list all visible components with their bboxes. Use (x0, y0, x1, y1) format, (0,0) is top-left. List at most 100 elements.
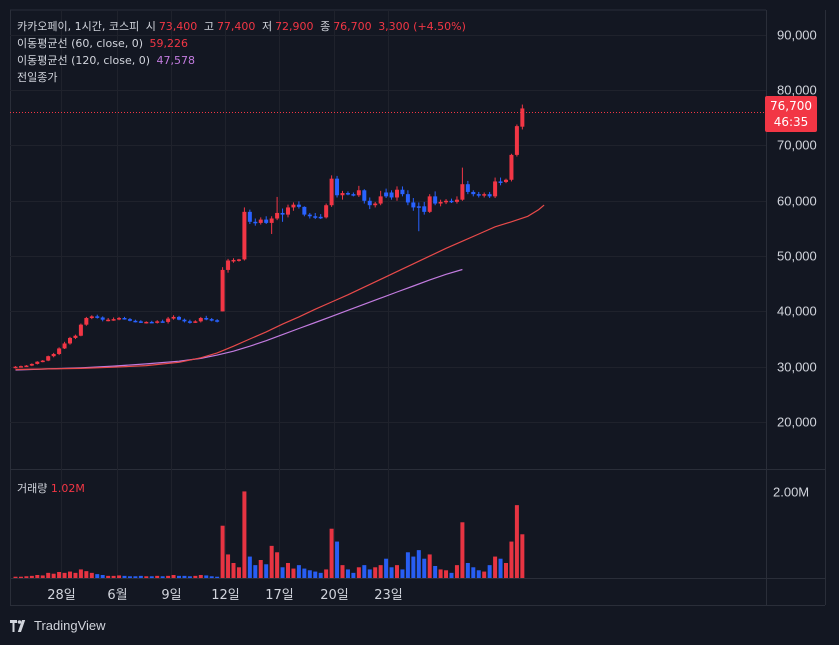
candle-body[interactable] (454, 199, 459, 202)
candle-body[interactable] (144, 321, 149, 324)
candle-body[interactable] (89, 316, 94, 319)
candle-body[interactable] (460, 184, 465, 200)
candle-body[interactable] (111, 319, 116, 321)
candle-body[interactable] (340, 193, 345, 196)
candle-body[interactable] (286, 207, 290, 215)
candle-body[interactable] (389, 192, 394, 198)
candle-body[interactable] (471, 191, 476, 195)
candle-body[interactable] (236, 259, 241, 261)
candle-body[interactable] (155, 321, 160, 323)
candle-body[interactable] (117, 318, 122, 320)
candle-body[interactable] (198, 318, 203, 322)
candle-body[interactable] (46, 356, 51, 361)
candle-body[interactable] (514, 126, 519, 155)
candle-body[interactable] (345, 193, 350, 195)
candle-body[interactable] (422, 206, 427, 212)
candle-body[interactable] (209, 319, 214, 321)
candle-body[interactable] (504, 179, 508, 182)
candle-body[interactable] (487, 194, 492, 197)
candle-body[interactable] (29, 363, 34, 366)
candle-body[interactable] (62, 343, 67, 349)
candle-body[interactable] (395, 189, 399, 198)
candle-body[interactable] (24, 365, 29, 368)
candle-body[interactable] (411, 202, 416, 208)
candle-body[interactable] (269, 218, 274, 223)
candle-body[interactable] (253, 221, 258, 224)
candle-body[interactable] (318, 216, 323, 219)
candle-body[interactable] (476, 194, 481, 196)
candle-body[interactable] (247, 211, 252, 222)
ma60-line[interactable] (15, 204, 545, 371)
candle-body[interactable] (313, 216, 318, 218)
candle-body[interactable] (329, 178, 334, 206)
candle-body[interactable] (215, 320, 220, 322)
candle-body[interactable] (296, 204, 301, 207)
candle-body[interactable] (73, 335, 78, 338)
ma120-line[interactable] (15, 268, 463, 371)
candle-body[interactable] (138, 321, 143, 323)
candle-body[interactable] (324, 205, 329, 218)
candle-body[interactable] (133, 320, 138, 323)
candle-body[interactable] (57, 348, 62, 354)
candle-body[interactable] (242, 211, 247, 260)
candle-body[interactable] (405, 194, 410, 203)
ma60-legend[interactable]: 이동평균선 (60, close, 0) 59,226 (17, 37, 191, 51)
candle-body[interactable] (438, 201, 443, 204)
candle-body[interactable] (498, 181, 503, 183)
candle-body[interactable] (182, 319, 187, 322)
candle-body[interactable] (84, 318, 89, 325)
candle-body[interactable] (226, 260, 231, 270)
candle-body[interactable] (78, 324, 83, 336)
candle-body[interactable] (204, 318, 209, 320)
candle-body[interactable] (18, 366, 23, 368)
candle-body[interactable] (509, 154, 514, 180)
candle-body[interactable] (280, 212, 285, 215)
candle-body[interactable] (378, 196, 383, 204)
candle-body[interactable] (258, 219, 263, 223)
candle-body[interactable] (449, 200, 454, 203)
candle-body[interactable] (433, 196, 438, 204)
candle-body[interactable] (100, 317, 105, 320)
candle-body[interactable] (362, 190, 367, 201)
candle-body[interactable] (220, 269, 225, 312)
candle-body[interactable] (335, 178, 340, 196)
candle-body[interactable] (275, 212, 280, 219)
candle-body[interactable] (351, 194, 356, 196)
candle-body[interactable] (40, 360, 45, 363)
ma120-legend[interactable]: 이동평균선 (120, close, 0) 47,578 (17, 54, 198, 68)
candle-body[interactable] (95, 316, 100, 318)
candle-body[interactable] (35, 361, 40, 364)
candle-body[interactable] (384, 192, 389, 197)
prev-close-legend[interactable]: 전일종가 (17, 71, 60, 85)
candle-body[interactable] (373, 203, 378, 206)
tradingview-logo[interactable]: TradingView (10, 618, 106, 633)
candle-body[interactable] (400, 189, 405, 195)
candle-body[interactable] (177, 316, 181, 320)
candle-body[interactable] (160, 321, 165, 323)
candle-body[interactable] (291, 204, 296, 208)
candle-body[interactable] (482, 194, 487, 196)
candle-body[interactable] (166, 318, 171, 322)
candle-body[interactable] (367, 200, 372, 206)
candle-body[interactable] (13, 366, 18, 369)
candle-body[interactable] (465, 184, 470, 192)
candle-body[interactable] (68, 337, 72, 344)
candle-body[interactable] (127, 319, 132, 321)
candle-body[interactable] (51, 353, 56, 357)
candle-body[interactable] (106, 319, 111, 322)
candle-body[interactable] (149, 321, 154, 324)
candle-body[interactable] (264, 219, 269, 223)
candle-body[interactable] (427, 196, 432, 212)
candle-body[interactable] (307, 214, 312, 217)
candle-body[interactable] (171, 316, 176, 319)
candle-body[interactable] (193, 321, 198, 323)
candle-body[interactable] (356, 190, 361, 196)
candle-body[interactable] (231, 259, 236, 262)
candle-body[interactable] (493, 181, 498, 197)
candle-body[interactable] (302, 206, 307, 215)
candle-body[interactable] (122, 318, 127, 320)
candle-body[interactable] (444, 200, 449, 203)
volume-legend[interactable]: 거래량 1.02M (17, 480, 85, 496)
candle-body[interactable] (416, 206, 421, 208)
candle-body[interactable] (520, 108, 525, 127)
